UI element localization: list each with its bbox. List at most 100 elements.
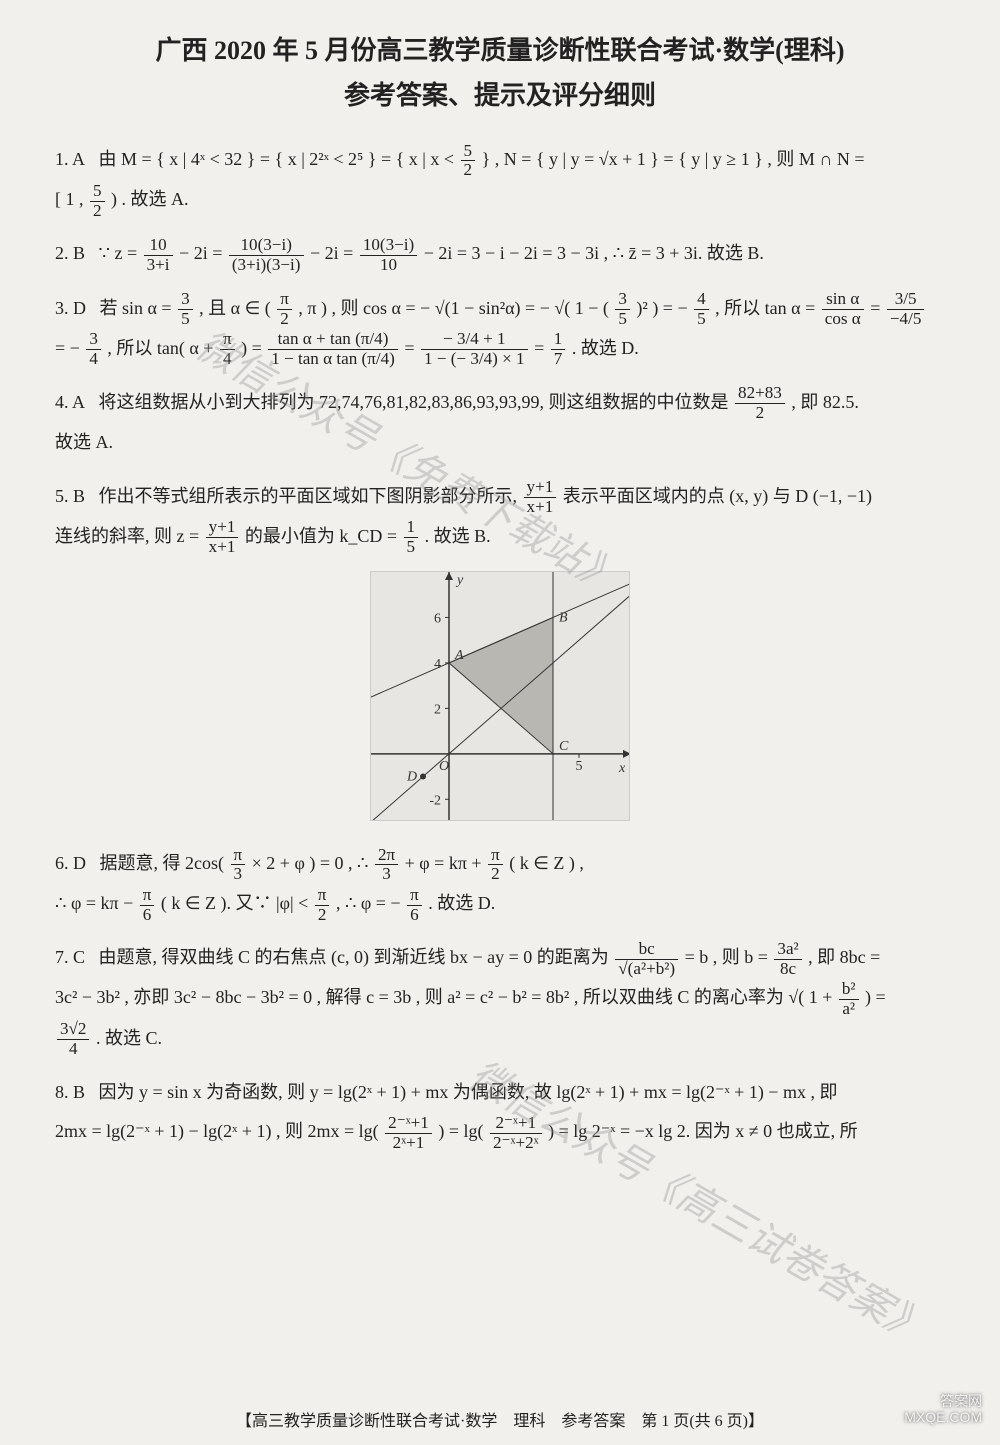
text: . 故选 B. — [425, 526, 491, 546]
fraction: 2π3 — [375, 846, 398, 885]
fraction: 103+i — [144, 236, 173, 275]
text: , π ) , 则 cos α = − √(1 − sin²α) = − √( … — [298, 298, 613, 318]
text: − 2i = — [179, 243, 227, 263]
svg-text:y: y — [455, 573, 464, 588]
svg-text:D: D — [406, 770, 417, 785]
text: . 故选 D. — [572, 338, 639, 358]
svg-text:-2: -2 — [429, 793, 441, 808]
text: = b , 则 b = — [685, 947, 773, 967]
text: + φ = kπ + — [405, 853, 486, 873]
item-label: 4. A — [55, 392, 85, 412]
fraction: 5 2 — [461, 142, 476, 181]
text: , 即 82.5. — [791, 392, 859, 412]
text: ( k ∈ Z ). 又∵ |φ| < — [161, 893, 313, 913]
text: 由题意, 得双曲线 C 的右焦点 (c, 0) 到渐近线 bx − ay = 0… — [99, 947, 614, 967]
text: = — [534, 338, 549, 358]
fraction: 34 — [86, 330, 101, 369]
fraction: π4 — [220, 330, 235, 369]
answer-item-3: 3. D 若 sin α = 35 , 且 α ∈ ( π2 , π ) , 则… — [55, 289, 945, 369]
svg-text:4: 4 — [434, 657, 441, 672]
text: 作出不等式组所表示的平面区域如下图阴影部分所示, — [99, 486, 522, 506]
text: ) = — [865, 987, 886, 1007]
text: − 2i = — [310, 243, 358, 263]
page-subtitle: 参考答案、提示及评分细则 — [55, 75, 945, 112]
text: ( k ∈ Z ) , — [509, 853, 584, 873]
text: , ∴ φ = − — [336, 893, 405, 913]
answer-item-2: 2. B ∵ z = 103+i − 2i = 10(3−i)(3+i)(3−i… — [55, 234, 945, 274]
svg-text:A: A — [454, 648, 464, 663]
fraction: π2 — [315, 886, 330, 925]
item-label: 1. A — [55, 149, 85, 169]
text: = — [870, 298, 885, 318]
fraction: tan α + tan (π/4)1 − tan α tan (π/4) — [268, 330, 398, 369]
text: ) . 故选 A. — [111, 189, 189, 209]
fraction: y+1x+1 — [524, 478, 557, 517]
fraction: π6 — [407, 886, 422, 925]
svg-text:5: 5 — [576, 759, 583, 774]
text: . 故选 D. — [428, 893, 495, 913]
answer-item-6: 6. D 据题意, 得 2cos( π3 × 2 + φ ) = 0 , ∴ 2… — [55, 844, 945, 924]
text: 若 sin α = — [100, 298, 177, 318]
text: 将这组数据从小到大排列为 72,74,76,81,82,83,86,93,93,… — [99, 392, 734, 412]
fraction: 2⁻ˣ+12ˣ+1 — [385, 1114, 432, 1153]
fraction: 35 — [178, 290, 193, 329]
fraction: 2⁻ˣ+12⁻ˣ+2ˣ — [490, 1114, 542, 1153]
text: 由 M = { x | 4ˣ < 32 } = { x | 2²ˣ < 2⁵ }… — [99, 149, 459, 169]
text: ) = — [241, 338, 266, 358]
fraction: π2 — [277, 290, 292, 329]
text: 连线的斜率, 则 z = — [55, 526, 204, 546]
text: , 且 α ∈ ( — [199, 298, 275, 318]
text: 故选 A. — [55, 432, 113, 452]
item-label: 6. D — [55, 853, 86, 873]
svg-text:O: O — [439, 759, 449, 774]
fraction: 45 — [694, 290, 709, 329]
text: 据题意, 得 2cos( — [100, 853, 229, 873]
fraction: sin αcos α — [822, 290, 864, 329]
answer-item-8: 8. B 因为 y = sin x 为奇函数, 则 y = lg(2ˣ + 1)… — [55, 1073, 945, 1153]
text: 表示平面区域内的点 (x, y) 与 D (−1, −1) — [563, 486, 872, 506]
page-title: 广西 2020 年 5 月份高三教学质量诊断性联合考试·数学(理科) — [55, 30, 945, 67]
item-label: 8. B — [55, 1082, 85, 1102]
text: 3c² − 3b² , 亦即 3c² − 8bc − 3b² = 0 , 解得 … — [55, 987, 837, 1007]
fraction: 17 — [551, 330, 566, 369]
corner-line1: 答案网 — [904, 1394, 982, 1409]
region-chart: -22465OyxDABC — [370, 571, 630, 821]
svg-text:6: 6 — [434, 611, 441, 626]
text: , 所以 tan( α + — [107, 338, 218, 358]
item-label: 7. C — [55, 947, 85, 967]
text: ) = lg( — [438, 1121, 488, 1141]
svg-text:B: B — [559, 610, 568, 625]
fraction: y+1x+1 — [206, 518, 239, 557]
fraction: 10(3−i)10 — [360, 236, 417, 275]
fraction: π3 — [231, 846, 246, 885]
answer-item-1: 1. A 由 M = { x | 4ˣ < 32 } = { x | 2²ˣ <… — [55, 140, 945, 220]
corner-line2: MXQE.COM — [904, 1410, 982, 1425]
fraction: 35 — [615, 290, 630, 329]
fraction: 3√24 — [57, 1020, 89, 1059]
corner-watermark: 答案网 MXQE.COM — [904, 1394, 982, 1425]
text: × 2 + φ ) = 0 , ∴ — [252, 853, 373, 873]
text: − 2i = 3 − i − 2i = 3 − 3i , ∴ z̄ = 3 + … — [424, 243, 764, 263]
fraction: 3/5−4/5 — [887, 290, 924, 329]
fraction: π2 — [488, 846, 503, 885]
text: . 故选 C. — [96, 1028, 162, 1048]
text: ∵ z = — [99, 243, 142, 263]
answer-item-7: 7. C 由题意, 得双曲线 C 的右焦点 (c, 0) 到渐近线 bx − a… — [55, 938, 945, 1059]
text: 2mx = lg(2⁻ˣ + 1) − lg(2ˣ + 1) , 则 2mx =… — [55, 1121, 383, 1141]
fraction: 5 2 — [90, 182, 105, 221]
fraction: 10(3−i)(3+i)(3−i) — [229, 236, 304, 275]
text: 因为 y = sin x 为奇函数, 则 y = lg(2ˣ + 1) + mx… — [99, 1082, 838, 1102]
item-label: 3. D — [55, 298, 86, 318]
svg-text:C: C — [559, 739, 569, 754]
answer-item-5: 5. B 作出不等式组所表示的平面区域如下图阴影部分所示, y+1x+1 表示平… — [55, 477, 945, 557]
text: ∴ φ = kπ − — [55, 893, 138, 913]
text: [ 1 , — [55, 189, 88, 209]
text: 的最小值为 k_CD = — [245, 526, 402, 546]
region-chart-wrap: -22465OyxDABC — [55, 571, 945, 826]
text: )² ) = − — [636, 298, 692, 318]
fraction: 3a²8c — [774, 940, 801, 979]
svg-text:x: x — [618, 761, 626, 776]
item-label: 5. B — [55, 486, 85, 506]
text: } , N = { y | y = √x + 1 } = { y | y ≥ 1… — [482, 149, 865, 169]
text: = — [404, 338, 419, 358]
